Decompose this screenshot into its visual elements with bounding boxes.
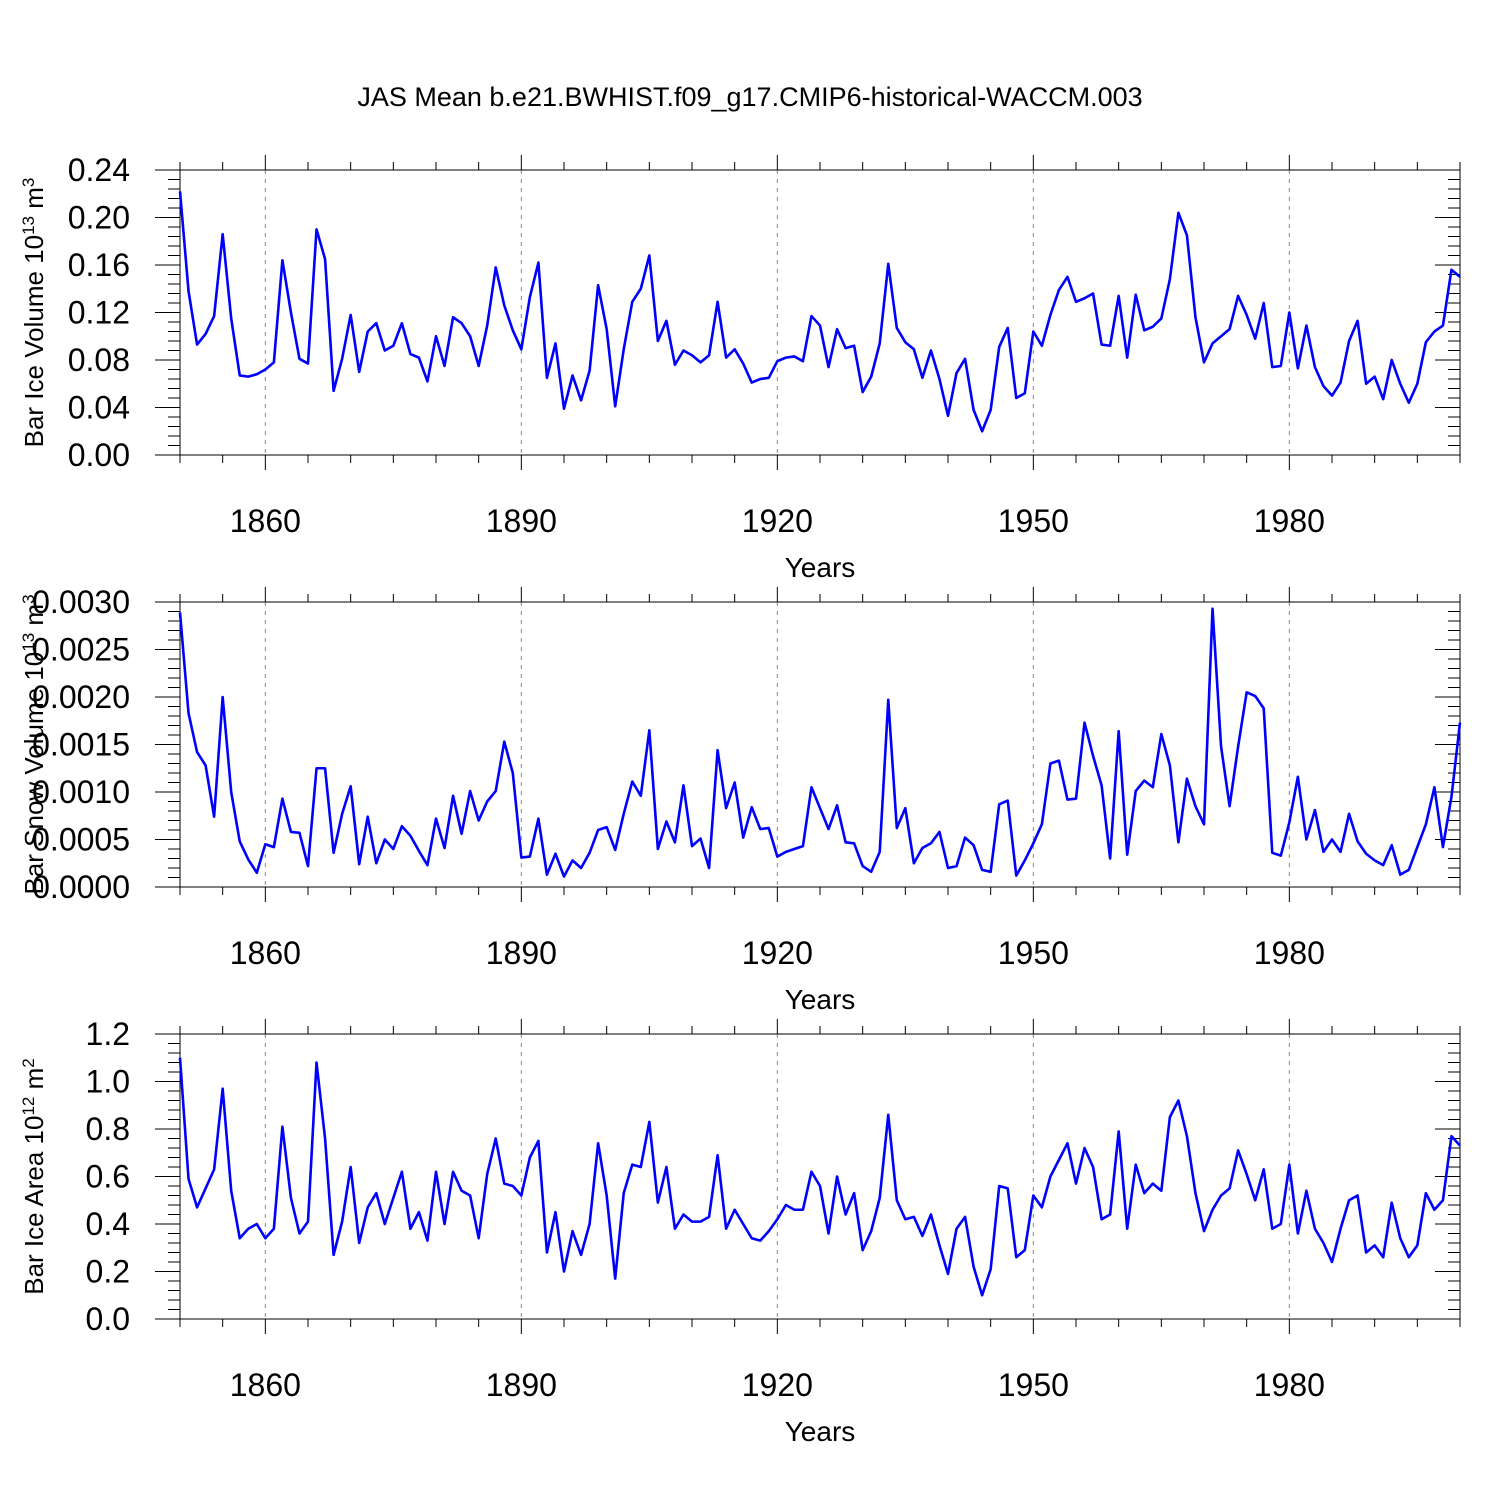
y-axis-label-exponent: 12 bbox=[19, 1097, 38, 1116]
y-tick-label-1.0: 1.0 bbox=[86, 1064, 130, 1100]
x-tick-label-1920: 1920 bbox=[742, 935, 813, 971]
y-tick-label-0.04: 0.04 bbox=[68, 390, 130, 426]
y-tick-label-0.08: 0.08 bbox=[68, 342, 130, 378]
y-axis-label-unit: m bbox=[19, 1068, 49, 1097]
x-tick-label-1980: 1980 bbox=[1254, 503, 1325, 539]
x-tick-label-1860: 1860 bbox=[230, 1367, 301, 1403]
y-axis-label-unit-exponent: 3 bbox=[19, 178, 38, 187]
y-axis-label-unit: m bbox=[19, 604, 49, 633]
x-tick-label-1890: 1890 bbox=[486, 503, 557, 539]
y-tick-label-0.0: 0.0 bbox=[86, 1301, 130, 1337]
data-line-3-1 bbox=[178, 1057, 1461, 1297]
x-axis-label: Years bbox=[785, 1416, 856, 1447]
y-tick-label-0.00: 0.00 bbox=[68, 437, 130, 473]
x-axis-label: Years bbox=[785, 552, 856, 583]
y-axis-label: Bar Ice Area 1012 m2 bbox=[19, 1058, 50, 1295]
chart-panel-3: 1860 1890 1920 1950 1980 0.0 0.2 0.4 0.6 0.8 1.0 1.… bbox=[19, 1016, 1461, 1447]
y-tick-label-0.0025: 0.0025 bbox=[32, 632, 130, 668]
y-axis-label-exponent: 13 bbox=[19, 633, 38, 652]
y-tick-label-0.0030: 0.0030 bbox=[32, 584, 130, 620]
x-tick-label-1860: 1860 bbox=[230, 935, 301, 971]
x-tick-label-1890: 1890 bbox=[486, 935, 557, 971]
data-line-2-1 bbox=[178, 607, 1462, 878]
x-tick-label-1920: 1920 bbox=[742, 503, 813, 539]
y-tick-label-0.20: 0.20 bbox=[68, 200, 130, 236]
y-tick-label-0.0010: 0.0010 bbox=[32, 774, 130, 810]
y-tick-label-0.12: 0.12 bbox=[68, 295, 130, 331]
y-axis-label-unit: m bbox=[19, 187, 49, 216]
x-tick-label-1920: 1920 bbox=[742, 1367, 813, 1403]
y-tick-label-0.2: 0.2 bbox=[86, 1254, 130, 1290]
x-tick-label-1950: 1950 bbox=[998, 935, 1069, 971]
y-tick-label-0.6: 0.6 bbox=[86, 1159, 130, 1195]
x-tick-label-1860: 1860 bbox=[230, 503, 301, 539]
y-axis-label-unit-exponent: 2 bbox=[19, 1058, 38, 1067]
data-line-1-1 bbox=[178, 191, 1461, 433]
x-tick-label-1950: 1950 bbox=[998, 503, 1069, 539]
chart-panel-2: 1860 1890 1920 1950 1980 0.0000 0.0005 0.0010 0.… bbox=[19, 584, 1462, 1015]
y-tick-label-1.2: 1.2 bbox=[86, 1016, 130, 1052]
y-tick-label-0.0000: 0.0000 bbox=[32, 869, 130, 905]
y-tick-label-0.24: 0.24 bbox=[68, 152, 130, 188]
x-tick-label-1950: 1950 bbox=[998, 1367, 1069, 1403]
x-tick-label-1890: 1890 bbox=[486, 1367, 557, 1403]
y-axis-label: Bar Snow Volume 1013 m3 bbox=[19, 594, 50, 894]
y-axis-label: Bar Ice Volume 1013 m3 bbox=[19, 178, 50, 448]
x-axis-label: Years bbox=[785, 984, 856, 1015]
chart-panel-1: 1860 1890 1920 1950 1980 0.00 0.04 0.08 0.12 0.16… bbox=[19, 152, 1461, 583]
y-tick-label-0.4: 0.4 bbox=[86, 1206, 130, 1242]
y-tick-label-0.16: 0.16 bbox=[68, 247, 130, 283]
x-tick-label-1980: 1980 bbox=[1254, 935, 1325, 971]
panels: 1860 1890 1920 1950 1980 0.00 0.04 0.08 0.12 0.16… bbox=[19, 152, 1462, 1447]
y-axis-label-exponent: 13 bbox=[19, 216, 38, 235]
y-tick-label-0.8: 0.8 bbox=[86, 1111, 130, 1147]
x-tick-label-1980: 1980 bbox=[1254, 1367, 1325, 1403]
y-axis-label-main: Bar Ice Area 10 bbox=[19, 1116, 49, 1295]
y-axis-label-main: Bar Snow Volume 10 bbox=[19, 652, 49, 895]
y-tick-label-0.0015: 0.0015 bbox=[32, 727, 130, 763]
y-axis-label-main: Bar Ice Volume 10 bbox=[19, 235, 49, 447]
y-tick-label-0.0020: 0.0020 bbox=[32, 679, 130, 715]
figure-title: JAS Mean b.e21.BWHIST.f09_g17.CMIP6-hist… bbox=[357, 82, 1142, 112]
y-axis-label-unit-exponent: 3 bbox=[19, 594, 38, 603]
y-tick-label-0.0005: 0.0005 bbox=[32, 822, 130, 858]
